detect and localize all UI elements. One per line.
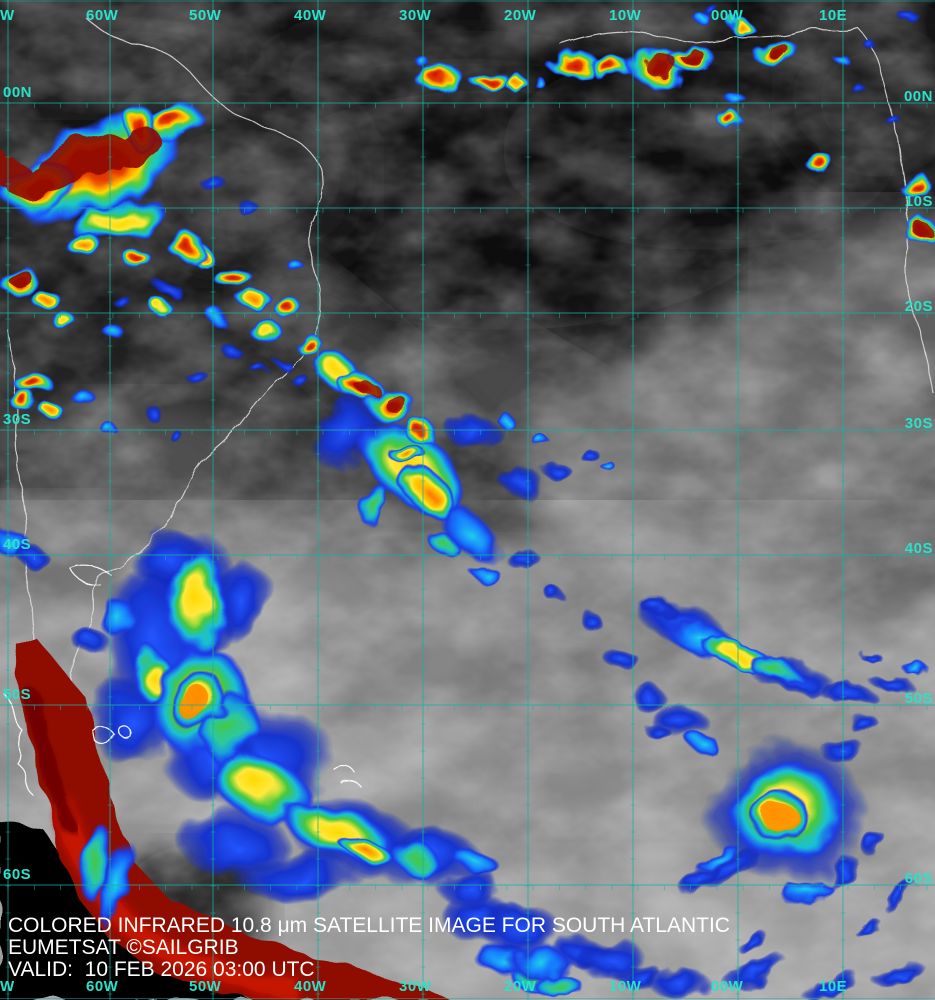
andes-cold-band <box>0 640 458 1000</box>
lat-label-left: 00N <box>3 84 33 101</box>
lon-label-top: 10W <box>609 7 642 24</box>
lat-label-left: 60S <box>3 866 32 883</box>
lon-label-top: 50W <box>189 7 222 24</box>
caption-valid-time: VALID: 10 FEB 2026 03:00 UTC <box>8 958 315 981</box>
lat-label-right: 10S <box>904 193 933 210</box>
lon-label-bottom: 40W <box>294 978 327 995</box>
lon-label-bottom: W <box>0 978 15 995</box>
lon-label-top: 40W <box>294 7 327 24</box>
east-frontal-arc <box>636 597 929 706</box>
lon-label-bottom: 50W <box>189 978 222 995</box>
lon-label-bottom: 60W <box>86 978 119 995</box>
lat-label-left: 50S <box>3 686 32 703</box>
southeast-storm <box>643 713 886 905</box>
lat-label-left: 40S <box>3 536 32 553</box>
lat-label-right: 60S <box>904 870 933 887</box>
caption-credit: EUMETSAT ©SAILGRIB <box>8 936 239 959</box>
lon-label-top: 00W <box>711 7 744 24</box>
sacz-band <box>272 327 620 581</box>
lon-label-top: 60W <box>86 7 119 24</box>
amazon-convection <box>0 102 310 446</box>
lat-label-left: 30S <box>3 411 32 428</box>
lon-label-bottom: 00W <box>711 978 744 995</box>
lon-label-top: 30W <box>399 7 432 24</box>
lon-label-bottom: 30W <box>399 978 432 995</box>
itcz-convection <box>411 5 935 244</box>
lon-label-top: 20W <box>504 7 537 24</box>
coast-detail-layer <box>3 564 361 797</box>
bottom-cloud-streaks <box>438 866 925 1000</box>
lon-label-bottom: 10E <box>819 978 848 995</box>
lon-label-top: 10E <box>819 7 848 24</box>
lat-label-right: 30S <box>904 415 933 432</box>
lon-label-bottom: 20W <box>504 978 537 995</box>
lon-label-bottom: 10W <box>609 978 642 995</box>
lat-label-right: 40S <box>904 540 933 557</box>
lat-label-right: 20S <box>904 298 933 315</box>
lat-label-right: 50S <box>904 690 933 707</box>
lon-label-top: W <box>0 7 15 24</box>
lat-label-right: 00N <box>903 88 933 105</box>
caption-title: COLORED INFRARED 10.8 μm SATELLITE IMAGE… <box>8 914 730 937</box>
